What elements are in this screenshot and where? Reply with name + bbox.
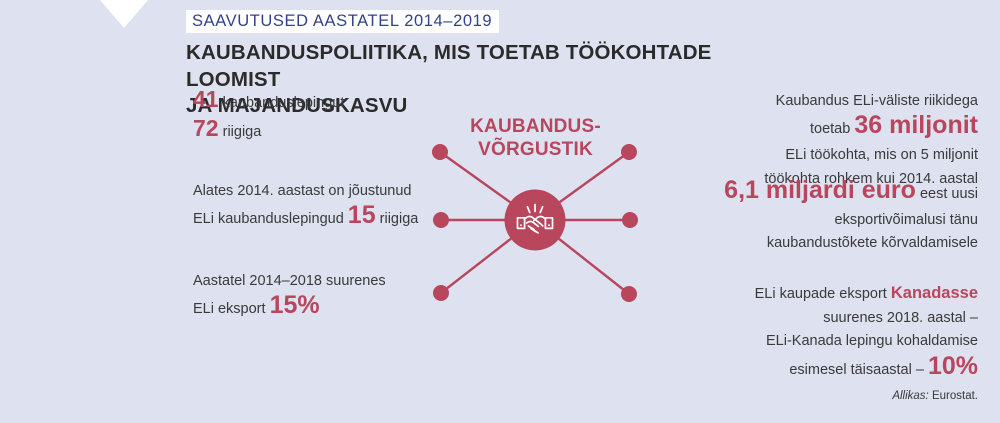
handshake-icon — [516, 203, 554, 234]
inforce-line1: Alates 2014. aastast on jõustunud — [193, 183, 412, 199]
canada-line2: suurenes 2018. aastal – — [823, 309, 978, 326]
node-top-right — [621, 144, 637, 160]
billion-line1: 6,1 miljardi euro eest uusi — [648, 178, 978, 209]
header: SAAVUTUSED AASTATEL 2014–2019 KAUBANDUSP… — [186, 10, 806, 119]
page-title-line1: KAUBANDUSPOLIITIKA, MIS TOETAB TÖÖKOHTAD… — [186, 41, 712, 91]
node-bottom-left — [433, 285, 449, 301]
stat-row-agreements-count: 41 kaubanduslepingut — [193, 88, 344, 115]
stat-value-15-percent: 15% — [269, 291, 320, 320]
stat-block-agreements: 41 kaubanduslepingut 72 riigiga — [193, 88, 344, 147]
stat-value-72: 72 — [193, 115, 219, 142]
billion-line2: eksportivõimalusi tänu — [834, 212, 978, 228]
canada-line3: ELi-Kanada lepingu kohaldamise — [765, 333, 978, 350]
canada-line4-pre: esimesel täisaastal – — [789, 361, 924, 378]
inforce-line2-post: riigiga — [379, 211, 419, 228]
source-label: Allikas: — [892, 390, 929, 402]
exports-line1: Aastatel 2014–2018 suurenes — [193, 273, 386, 289]
stat-label-countries: riigiga — [222, 124, 262, 141]
inforce-line2-pre: ELi kaubanduslepingud — [193, 211, 344, 228]
stat-value-61-miljardi-euro: 6,1 miljardi euro — [724, 176, 916, 204]
stat-value-36-miljonit: 36 miljonit — [854, 111, 978, 140]
source-value: Eurostat. — [931, 390, 978, 402]
hub-label-line2: VÕRGUSTIK — [478, 139, 593, 161]
stat-block-agreements-in-force: Alates 2014. aastast on jõustunud ELi ka… — [193, 180, 443, 234]
page-title-line2: JA MAJANDUSKASVU — [186, 93, 408, 117]
stat-block-jobs: Kaubandus ELi-väliste riikidega toetab 3… — [648, 90, 978, 191]
canada-line1-pre: ELi kaupade eksport — [754, 286, 887, 302]
stat-value-15-countries: 15 — [347, 201, 376, 230]
node-middle-right — [622, 212, 638, 228]
node-top-left — [432, 144, 448, 160]
hub-label-line1: KAUBANDUS- — [470, 116, 601, 137]
stat-label-agreements: kaubanduslepingut — [222, 95, 345, 111]
stat-block-export-opportunities: 6,1 miljardi euro eest uusi eksportivõim… — [648, 178, 978, 256]
network-nodes — [432, 144, 638, 302]
exports-line2: ELi eksport 15% — [193, 293, 443, 324]
exports-line2-pre: ELi eksport — [193, 301, 266, 318]
stat-block-canada: ELi kaupade eksport Kanadasse suurenes 2… — [648, 280, 978, 385]
trade-network-diagram — [420, 105, 655, 320]
canada-line4: esimesel täisaastal – 10% — [648, 351, 978, 385]
node-bottom-right — [621, 286, 637, 302]
hub-label: KAUBANDUS- VÕRGUSTIK — [448, 115, 623, 161]
jobs-line1: Kaubandus ELi-väliste riikidega — [775, 93, 978, 109]
stat-value-kanadasse: Kanadasse — [890, 284, 978, 302]
billion-line3: kaubandustõkete kõrvaldamisele — [766, 235, 978, 252]
page-title: KAUBANDUSPOLIITIKA, MIS TOETAB TÖÖKOHTAD… — [186, 40, 806, 119]
node-middle-left — [433, 212, 449, 228]
source-attribution: Allikas: Eurostat. — [892, 390, 978, 402]
stat-row-countries-count: 72 riigiga — [193, 117, 344, 144]
kicker-banner: SAAVUTUSED AASTATEL 2014–2019 — [186, 10, 500, 34]
stat-value-10-percent: 10% — [927, 351, 978, 380]
canada-line1: ELi kaupade eksport Kanadasse — [648, 280, 978, 307]
stat-value-41: 41 — [193, 86, 219, 112]
jobs-line2: toetab 36 miljonit — [648, 113, 978, 144]
jobs-line3: ELi töökohta, mis on 5 miljonit — [785, 147, 978, 164]
billion-line1-post: eest uusi — [919, 186, 978, 202]
jobs-line2-pre: toetab — [810, 121, 851, 138]
jobs-line4: töökohta rohkem kui 2014. aastal — [764, 170, 978, 187]
stat-block-eu-exports: Aastatel 2014–2018 suurenes ELi eksport … — [193, 270, 443, 324]
decorative-chevron-icon — [100, 0, 148, 28]
inforce-line2: ELi kaubanduslepingud 15 riigiga — [193, 203, 443, 234]
